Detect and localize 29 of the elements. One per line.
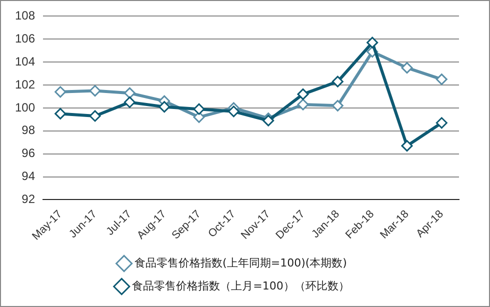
point	[436, 74, 448, 86]
point	[54, 108, 66, 120]
point	[124, 87, 136, 99]
point	[297, 98, 309, 110]
y-tick-label: 100	[14, 100, 36, 114]
y-tick-label: 106	[14, 31, 36, 46]
y-tick-label: 98	[22, 123, 36, 138]
point	[332, 76, 344, 88]
point	[89, 110, 101, 122]
y-tick-label: 104	[14, 54, 36, 68]
point	[193, 103, 205, 115]
point	[228, 106, 240, 118]
point	[366, 36, 378, 48]
y-tick-label: 102	[14, 77, 36, 92]
y-tick-label: 108	[14, 8, 36, 23]
point	[54, 86, 66, 98]
y-tick-label: 92	[22, 192, 36, 206]
point	[401, 140, 413, 152]
legend-label: 食品零售价格指数（上月=100）（环比数）	[132, 279, 350, 292]
y-tick-label: 96	[22, 146, 36, 160]
point	[89, 85, 101, 97]
point	[297, 88, 309, 100]
point	[158, 101, 170, 113]
y-tick-label: 94	[22, 169, 36, 184]
point	[124, 96, 136, 108]
point	[332, 100, 344, 112]
point	[436, 117, 448, 129]
legend-label: 食品零售价格指数(上年同期=100)(本期数)	[134, 256, 347, 270]
point	[401, 62, 413, 74]
